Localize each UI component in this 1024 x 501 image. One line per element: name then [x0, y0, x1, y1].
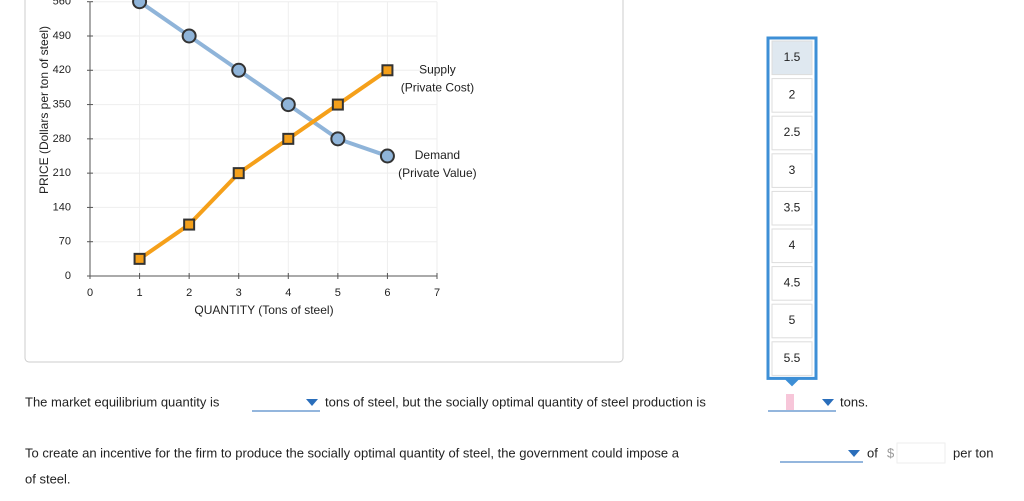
- y-tick-label: 140: [53, 201, 71, 213]
- question-text: of steel.: [25, 471, 71, 486]
- dropdown-arrow[interactable]: [848, 450, 860, 457]
- question-text: tons.: [840, 394, 868, 409]
- y-tick-label: 280: [53, 133, 71, 145]
- dropdown-option-label[interactable]: 4: [789, 238, 796, 252]
- y-tick-label: 0: [65, 270, 71, 282]
- point: [330, 131, 346, 147]
- dropdown-arrow[interactable]: [306, 399, 318, 406]
- point: [181, 28, 197, 44]
- x-tick-label: 0: [87, 287, 93, 299]
- chart-frame: [24, 0, 624, 363]
- x-tick-label: 2: [186, 287, 192, 299]
- dropdown-option-label[interactable]: 5: [789, 313, 796, 327]
- point: [232, 167, 245, 180]
- point: [331, 98, 344, 111]
- question-text: tons of steel, but the socially optimal …: [325, 394, 706, 409]
- x-axis-label: QUANTITY (Tons of steel): [194, 303, 333, 317]
- series-name: Supply: [419, 62, 456, 76]
- dropdown-cursor: [786, 394, 794, 410]
- dropdown-option-label[interactable]: 3: [789, 163, 796, 177]
- dropdown-option[interactable]: [771, 341, 813, 376]
- series-line: [138, 0, 389, 158]
- dropdown-pointer: [784, 378, 800, 387]
- amount-input[interactable]: [896, 442, 946, 464]
- point: [379, 148, 395, 164]
- x-tick-label: 5: [335, 287, 341, 299]
- dropdown-list: 1.5 2 2.5 3 3.5 4 4.5 5 5.5: [766, 36, 818, 387]
- y-tick-label: 420: [53, 64, 71, 76]
- point: [231, 62, 247, 78]
- series-name: Demand: [415, 148, 460, 162]
- dropdown-option-label[interactable]: 3.5: [784, 200, 801, 214]
- y-tick-label: 350: [53, 98, 71, 110]
- y-tick-label: 210: [53, 167, 71, 179]
- point: [183, 218, 196, 231]
- series-line: [138, 68, 389, 261]
- dropdown-option[interactable]: [771, 228, 813, 264]
- y-tick-label: 70: [59, 236, 71, 248]
- question-text: per ton: [953, 445, 993, 460]
- y-tick-label: 560: [53, 0, 71, 8]
- x-tick-label: 7: [434, 287, 440, 299]
- dropdown-option-label[interactable]: 4.5: [784, 276, 801, 290]
- point: [280, 97, 296, 113]
- dropdown-arrow[interactable]: [822, 399, 834, 406]
- y-tick-label: 490: [53, 30, 71, 42]
- dropdown-option-label[interactable]: 2.5: [784, 125, 801, 139]
- point: [133, 252, 146, 265]
- x-tick-label: 4: [285, 287, 291, 299]
- series-note: (Private Cost): [401, 80, 474, 94]
- point: [282, 132, 295, 145]
- question-text: To create an incentive for the firm to p…: [25, 445, 680, 460]
- dropdown-option[interactable]: [771, 266, 813, 301]
- y-axis-label: PRICE (Dollars per ton of steel): [37, 26, 51, 194]
- series-note: (Private Value): [398, 166, 476, 180]
- dropdown-option-label[interactable]: 2: [789, 88, 796, 102]
- question-text: of: [867, 445, 878, 460]
- dropdown-option-label[interactable]: 5.5: [784, 351, 801, 365]
- question-text: The market equilibrium quantity is: [25, 394, 220, 409]
- dropdown-option[interactable]: [771, 115, 813, 151]
- point: [381, 64, 394, 77]
- x-tick-label: 1: [137, 287, 143, 299]
- dropdown-option-label[interactable]: 1.5: [784, 50, 801, 64]
- point: [132, 0, 148, 10]
- dropdown-option[interactable]: [771, 78, 813, 113]
- x-tick-label: 6: [384, 287, 390, 299]
- dropdown-option[interactable]: [771, 153, 813, 188]
- currency-sign: $: [887, 445, 895, 460]
- dropdown-option[interactable]: [771, 303, 813, 339]
- dropdown-option[interactable]: [771, 40, 813, 76]
- dropdown-option[interactable]: [771, 190, 813, 226]
- x-tick-label: 3: [236, 287, 242, 299]
